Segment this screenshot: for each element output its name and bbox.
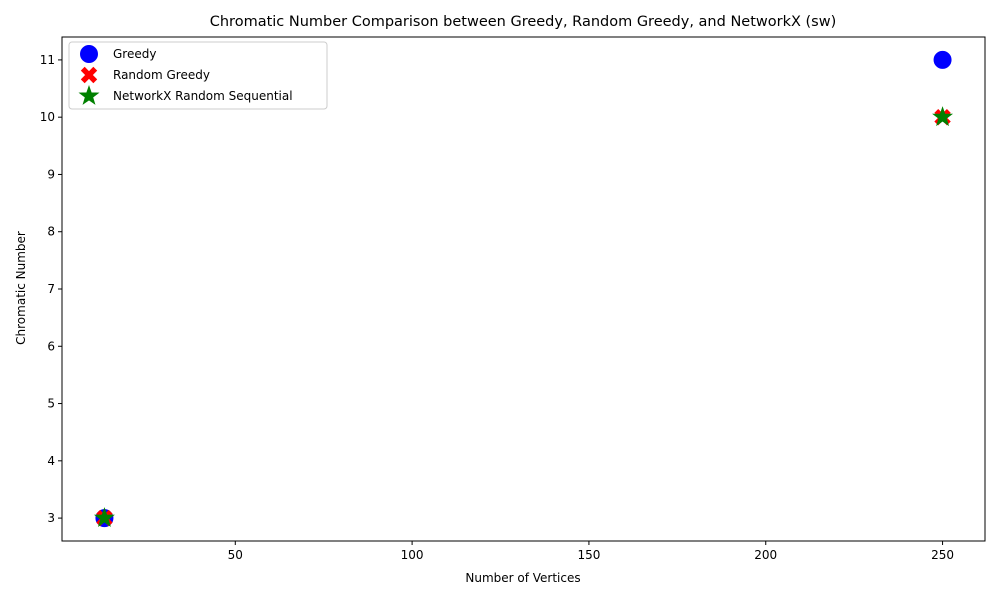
y-tick-label: 3 <box>47 511 55 525</box>
data-point <box>933 50 952 69</box>
data-point <box>93 507 115 528</box>
data-point <box>932 106 954 127</box>
x-tick-label: 150 <box>577 548 600 562</box>
y-axis-label: Chromatic Number <box>14 231 28 345</box>
legend: Greedy Random Greedy NetworkX Random Seque… <box>68 41 328 110</box>
y-tick-label: 10 <box>40 110 55 124</box>
legend-label: Random Greedy <box>113 68 210 82</box>
series-networkx-random-sequential <box>93 106 954 528</box>
plot-area: 50 100 150 200 250 3 4 5 6 7 8 9 10 11 <box>40 36 986 562</box>
x-axis-label: Number of Vertices <box>465 571 580 585</box>
x-tick-label: 100 <box>401 548 424 562</box>
chart-title: Chromatic Number Comparison between Gree… <box>210 14 837 30</box>
legend-label: Greedy <box>113 47 156 61</box>
x-tick-label: 250 <box>931 548 954 562</box>
legend-marker <box>78 84 100 105</box>
legend-label: NetworkX Random Sequential <box>113 89 293 103</box>
y-tick-label: 6 <box>47 339 55 353</box>
x-tick-label: 200 <box>754 548 777 562</box>
legend-box <box>68 41 328 110</box>
y-tick-label: 8 <box>47 225 55 239</box>
y-tick-label: 7 <box>47 282 55 296</box>
y-tick-label: 4 <box>47 454 55 468</box>
y-tick-label: 5 <box>47 397 55 411</box>
y-tick-label: 11 <box>40 53 55 67</box>
legend-marker <box>80 66 98 84</box>
y-tick-label: 9 <box>47 167 55 181</box>
legend-marker <box>79 45 99 63</box>
x-tick-label: 50 <box>228 548 243 562</box>
